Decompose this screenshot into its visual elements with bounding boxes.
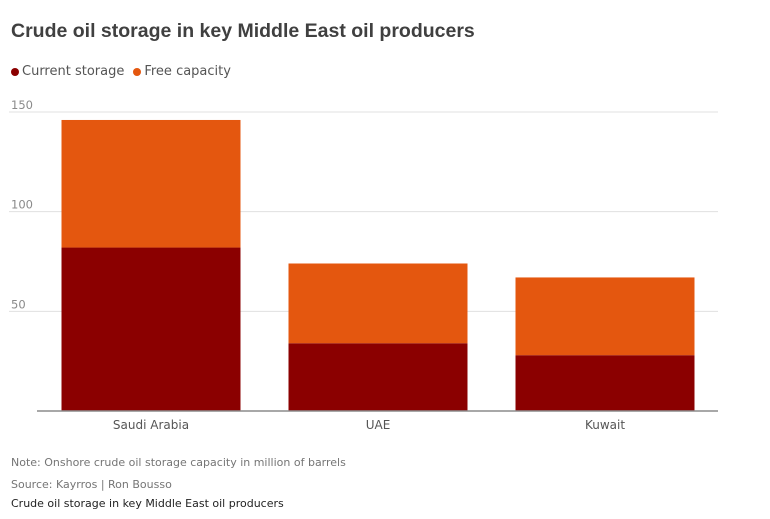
y-tick-label-50: 50 [11,297,26,311]
legend-label-current: Current storage [22,64,125,79]
x-tick-label-uae: UAE [366,418,391,432]
bar-current-uae [288,343,468,411]
legend-item-current: Current storage [11,64,124,79]
bar-free-kuwait [515,277,695,356]
chart-title: Crude oil storage in key Middle East oil… [11,20,475,42]
chart-source: Source: Kayrros | Ron Bousso [11,478,172,491]
x-tick-label-saudi-arabia: Saudi Arabia [113,418,189,432]
y-tick-label-150: 150 [11,98,33,112]
bar-free-uae [288,263,468,344]
x-tick-label-kuwait: Kuwait [585,418,625,432]
legend-swatch-current [11,67,19,76]
bar-current-saudi-arabia [61,247,241,411]
legend: Current storage Free capacity [11,64,240,79]
bar-current-kuwait [515,355,695,411]
legend-item-free: Free capacity [133,64,231,79]
chart-note: Note: Onshore crude oil storage capacity… [11,456,346,469]
legend-label-free: Free capacity [144,64,231,79]
bar-free-saudi-arabia [61,119,241,248]
legend-swatch-free [133,67,142,76]
chart-caption: Crude oil storage in key Middle East oil… [11,497,284,510]
y-tick-label-100: 100 [11,198,33,212]
